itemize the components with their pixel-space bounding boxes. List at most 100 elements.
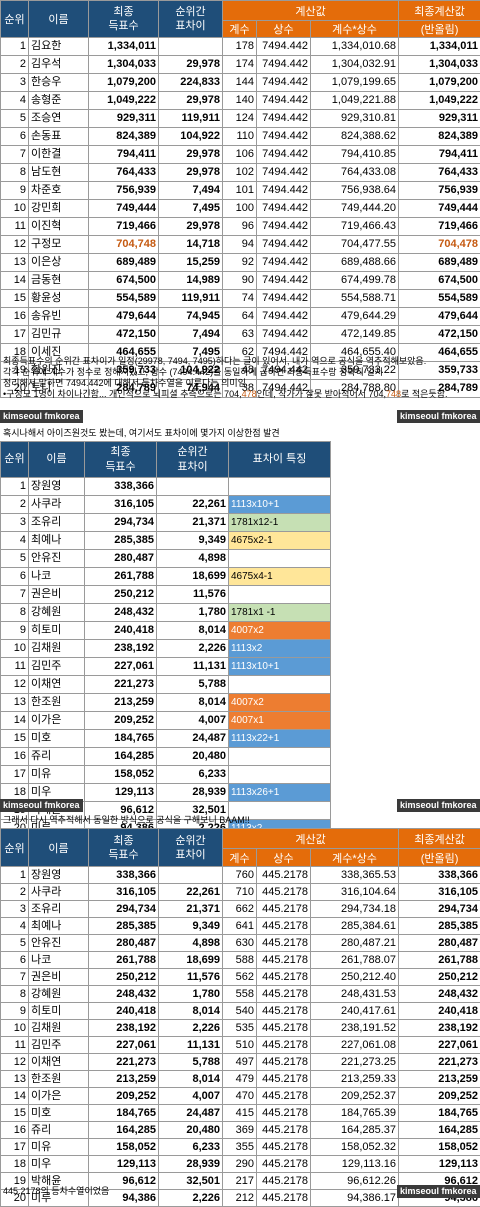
name-cell: 조승연 <box>29 110 89 128</box>
product-cell: 756,938.64 <box>311 182 399 200</box>
gap-cell: 9,349 <box>159 918 223 935</box>
gap-cell: 4,898 <box>157 550 229 568</box>
coef-cell: 178 <box>223 38 257 56</box>
rounded-cell: 261,788 <box>399 952 480 969</box>
feature-cell <box>229 766 331 784</box>
rounded-cell: 749,444 <box>399 200 480 218</box>
const-cell: 7494.442 <box>257 290 311 308</box>
gap-cell: 5,788 <box>159 1054 223 1071</box>
rounded-cell: 250,212 <box>399 969 480 986</box>
votes-cell: 749,444 <box>89 200 159 218</box>
gap-cell: 29,978 <box>159 164 223 182</box>
product-cell: 209,252.37 <box>311 1088 399 1105</box>
name-cell: 미호 <box>29 1105 89 1122</box>
product-cell: 96,612.26 <box>311 1173 399 1190</box>
coef-cell: 92 <box>223 254 257 272</box>
votes-cell: 294,734 <box>85 514 157 532</box>
feature-cell: 4675x4-1 <box>229 568 331 586</box>
name-cell: 쥬리 <box>29 748 85 766</box>
votes-cell: 240,418 <box>89 1003 159 1020</box>
rounded-cell: 756,939 <box>399 182 480 200</box>
votes-cell: 184,765 <box>85 730 157 748</box>
coef-cell: 535 <box>223 1020 257 1037</box>
const-cell: 7494.442 <box>257 110 311 128</box>
votes-cell: 689,489 <box>89 254 159 272</box>
watermark: kimseoul fmkorea <box>0 799 83 812</box>
votes-cell: 248,432 <box>89 986 159 1003</box>
header-name: 이름 <box>29 829 89 867</box>
const-cell: 7494.442 <box>257 164 311 182</box>
rank-cell: 11 <box>1 1037 29 1054</box>
name-cell: 권은비 <box>29 969 89 986</box>
gap-cell: 11,576 <box>157 586 229 604</box>
product-cell: 261,788.07 <box>311 952 399 969</box>
rounded-cell: 794,411 <box>399 146 480 164</box>
rank-cell: 5 <box>1 935 29 952</box>
rank-cell: 1 <box>1 478 29 496</box>
rank-cell: 16 <box>1 1122 29 1139</box>
product-cell: 238,191.52 <box>311 1020 399 1037</box>
votes-cell: 164,285 <box>85 748 157 766</box>
note-explanation: 최종득표수의 순위간 표차이가 일정(29978, 7494, 7495)하다는… <box>3 356 447 400</box>
header-calc-group: 계산값 <box>223 829 399 849</box>
votes-cell: 238,192 <box>89 1020 159 1037</box>
product-cell: 316,104.64 <box>311 884 399 901</box>
product-cell: 294,734.18 <box>311 901 399 918</box>
name-cell: 나코 <box>29 952 89 969</box>
name-cell: 강민희 <box>29 200 89 218</box>
rounded-cell: 472,150 <box>399 326 480 344</box>
name-cell: 강혜원 <box>29 986 89 1003</box>
name-cell: 사쿠라 <box>29 884 89 901</box>
const-cell: 445.2178 <box>257 901 311 918</box>
const-cell: 445.2178 <box>257 867 311 884</box>
const-cell: 7494.442 <box>257 128 311 146</box>
rank-cell: 18 <box>1 1156 29 1173</box>
rounded-cell: 1,304,033 <box>399 56 480 74</box>
coef-cell: 630 <box>223 935 257 952</box>
votes-cell: 280,487 <box>85 550 157 568</box>
gap-cell: 15,259 <box>159 254 223 272</box>
product-cell: 1,334,010.68 <box>311 38 399 56</box>
rounded-cell: 184,765 <box>399 1105 480 1122</box>
product-cell: 1,079,199.65 <box>311 74 399 92</box>
const-cell: 445.2178 <box>257 952 311 969</box>
rank-cell: 1 <box>1 867 29 884</box>
const-cell: 7494.442 <box>257 74 311 92</box>
product-cell: 674,499.78 <box>311 272 399 290</box>
table-produce-x101: 순위 이름 최종 득표수 순위간 표차이 계산값 최종계산값 계수 상수 계수*… <box>0 0 480 398</box>
const-cell: 7494.442 <box>257 92 311 110</box>
votes-cell: 554,589 <box>89 290 159 308</box>
const-cell: 445.2178 <box>257 1173 311 1190</box>
feature-cell: 1113x26+1 <box>229 784 331 802</box>
votes-cell: 209,252 <box>85 712 157 730</box>
rank-cell: 15 <box>1 730 29 748</box>
votes-cell: 316,105 <box>89 884 159 901</box>
rounded-cell: 674,500 <box>399 272 480 290</box>
feature-cell <box>229 676 331 694</box>
gap-cell: 21,371 <box>159 901 223 918</box>
coef-cell: 415 <box>223 1105 257 1122</box>
rounded-cell: 338,366 <box>399 867 480 884</box>
coef-cell: 74 <box>223 290 257 308</box>
rank-cell: 17 <box>1 1139 29 1156</box>
votes-cell: 240,418 <box>85 622 157 640</box>
rank-cell: 3 <box>1 514 29 532</box>
rank-cell: 13 <box>1 254 29 272</box>
name-cell: 쥬리 <box>29 1122 89 1139</box>
gap-cell: 8,014 <box>159 1071 223 1088</box>
votes-cell: 1,079,200 <box>89 74 159 92</box>
name-cell: 한조원 <box>29 694 85 712</box>
const-cell: 7494.442 <box>257 326 311 344</box>
rank-cell: 6 <box>1 568 29 586</box>
const-cell: 7494.442 <box>257 218 311 236</box>
